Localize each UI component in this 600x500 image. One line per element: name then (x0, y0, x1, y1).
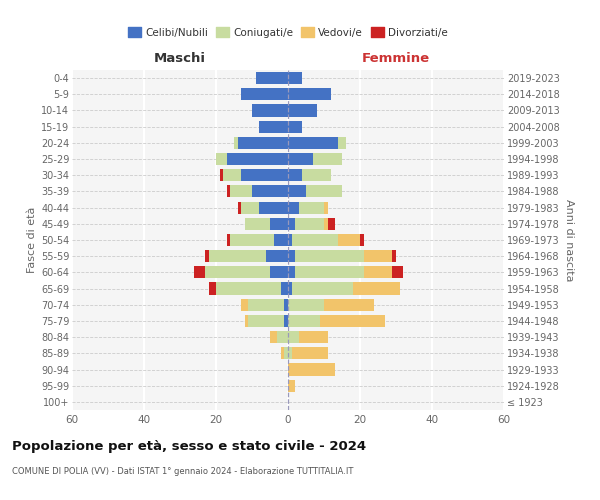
Bar (227, 186, 230, 198)
Bar (288, 315, 320, 327)
Bar (288, 348, 292, 360)
Bar (284, 348, 288, 360)
Bar (230, 234, 274, 246)
Bar (288, 266, 295, 278)
Bar (295, 250, 364, 262)
Bar (292, 348, 328, 360)
Bar (288, 380, 295, 392)
Bar (324, 202, 328, 213)
Bar (266, 250, 288, 262)
Bar (238, 137, 288, 149)
Legend: Celibi/Nubili, Coniugati/e, Vedovi/e, Divorziati/e: Celibi/Nubili, Coniugati/e, Vedovi/e, Di… (128, 28, 448, 38)
Bar (270, 331, 277, 343)
Bar (295, 218, 324, 230)
Bar (360, 234, 364, 246)
Bar (288, 364, 335, 376)
Bar (288, 331, 299, 343)
Bar (313, 153, 342, 165)
Bar (392, 266, 403, 278)
Bar (338, 137, 346, 149)
Bar (241, 88, 288, 101)
Text: Popolazione per età, sesso e stato civile - 2024: Popolazione per età, sesso e stato civil… (12, 440, 366, 453)
Bar (220, 169, 223, 181)
Bar (234, 137, 238, 149)
Bar (223, 169, 241, 181)
Bar (292, 234, 338, 246)
Bar (252, 104, 288, 117)
Bar (230, 186, 252, 198)
Bar (392, 250, 396, 262)
Bar (328, 218, 335, 230)
Bar (288, 250, 295, 262)
Bar (209, 250, 266, 262)
Bar (302, 169, 331, 181)
Bar (284, 298, 288, 311)
Bar (288, 169, 302, 181)
Bar (227, 153, 288, 165)
Bar (288, 282, 292, 294)
Bar (274, 234, 288, 246)
Bar (227, 234, 230, 246)
Bar (238, 202, 241, 213)
Bar (248, 315, 284, 327)
Bar (277, 331, 288, 343)
Bar (270, 218, 288, 230)
Bar (216, 282, 281, 294)
Bar (241, 169, 288, 181)
Bar (288, 120, 302, 132)
Text: Maschi: Maschi (154, 52, 206, 65)
Bar (281, 282, 288, 294)
Bar (288, 202, 299, 213)
Bar (284, 315, 288, 327)
Bar (288, 72, 302, 84)
Text: Femmine: Femmine (362, 52, 430, 65)
Bar (256, 72, 288, 84)
Bar (353, 282, 400, 294)
Bar (288, 218, 295, 230)
Bar (364, 250, 392, 262)
Bar (364, 266, 392, 278)
Bar (324, 218, 328, 230)
Bar (320, 315, 385, 327)
Bar (216, 153, 227, 165)
Bar (259, 120, 288, 132)
Bar (281, 348, 284, 360)
Bar (209, 282, 216, 294)
Bar (205, 266, 270, 278)
Bar (205, 250, 209, 262)
Bar (299, 202, 324, 213)
Bar (270, 266, 288, 278)
Bar (299, 331, 328, 343)
Bar (288, 186, 306, 198)
Bar (288, 298, 324, 311)
Bar (324, 298, 374, 311)
Bar (194, 266, 205, 278)
Bar (288, 88, 331, 101)
Bar (245, 315, 248, 327)
Bar (248, 298, 284, 311)
Bar (288, 153, 313, 165)
Bar (295, 266, 364, 278)
Bar (306, 186, 342, 198)
Bar (245, 218, 270, 230)
Y-axis label: Fasce di età: Fasce di età (26, 207, 37, 273)
Bar (288, 104, 317, 117)
Bar (288, 137, 338, 149)
Bar (292, 282, 353, 294)
Bar (259, 202, 288, 213)
Bar (338, 234, 360, 246)
Bar (241, 202, 259, 213)
Y-axis label: Anni di nascita: Anni di nascita (564, 198, 574, 281)
Text: COMUNE DI POLIA (VV) - Dati ISTAT 1° gennaio 2024 - Elaborazione TUTTITALIA.IT: COMUNE DI POLIA (VV) - Dati ISTAT 1° gen… (12, 468, 353, 476)
Bar (288, 234, 292, 246)
Bar (252, 186, 288, 198)
Bar (241, 298, 248, 311)
